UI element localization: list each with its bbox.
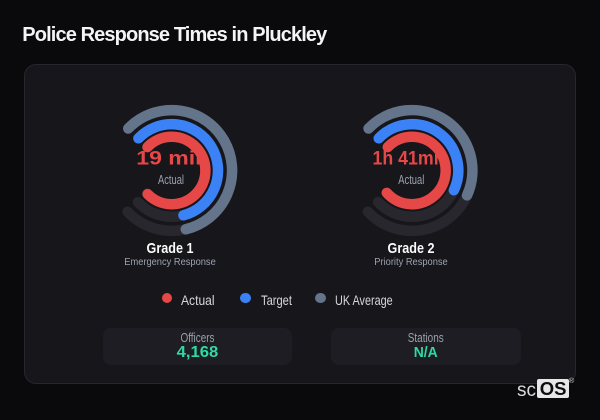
svg-text:19 min: 19 min (136, 149, 209, 170)
svg-text:1h 41min: 1h 41min (373, 149, 450, 170)
svg-text:Actual: Actual (158, 172, 184, 187)
svg-text:Actual: Actual (398, 172, 424, 187)
